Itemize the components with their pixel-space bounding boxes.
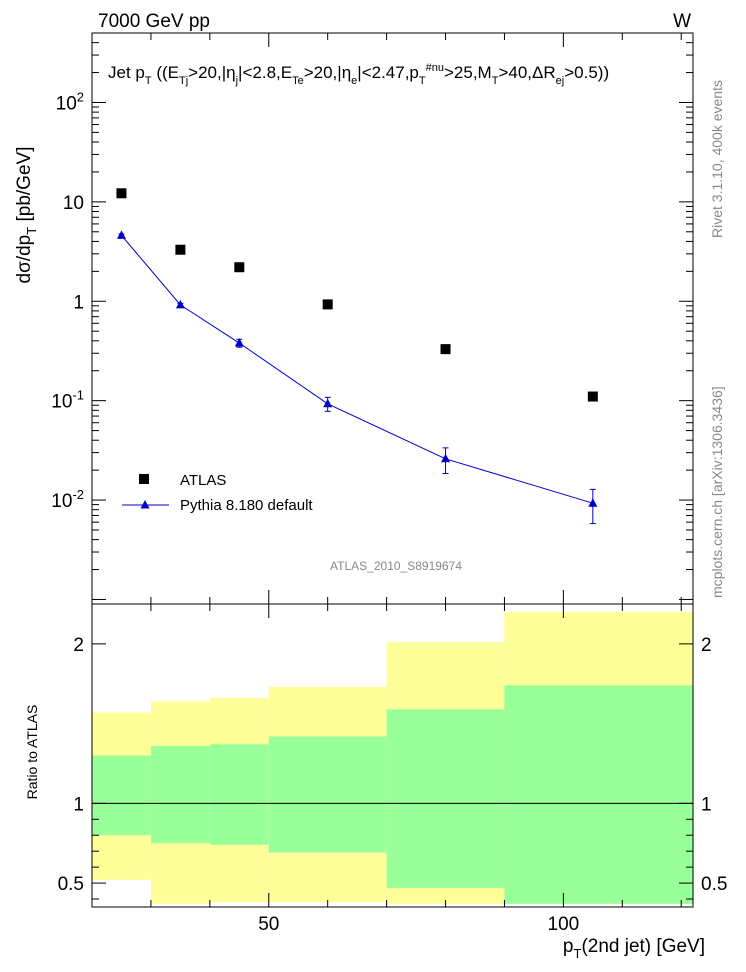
- ratio-inner-band: [150, 745, 210, 844]
- ratio-axis-ticks: 50 100 0.5 0.5 1 1 2 2: [58, 604, 727, 935]
- main-data: [116, 188, 598, 525]
- y-tick-label: 102: [56, 89, 84, 114]
- ratio-inner-band: [92, 755, 151, 836]
- ratio-y-tick-label: 1: [73, 794, 84, 815]
- atlas-point: [322, 299, 333, 310]
- watermark: ATLAS_2010_S8919674: [330, 559, 462, 573]
- legend-pythia-label: Pythia 8.180 default: [180, 497, 313, 514]
- ratio-y-tick-label-right: 0.5: [701, 874, 727, 895]
- ratio-inner-band: [386, 709, 505, 888]
- legend-atlas-marker: [139, 474, 149, 484]
- legend-pythia-marker: [140, 500, 150, 509]
- legend-atlas-label: ATLAS: [180, 472, 226, 489]
- ratio-y-tick-label: 2: [73, 635, 84, 656]
- y-tick-label: 1: [73, 292, 84, 313]
- y-axis-label: dσ/dpT [pb/GeV]: [14, 147, 39, 284]
- pythia-point: [323, 398, 333, 408]
- pythia-point: [116, 230, 126, 239]
- atlas-point: [234, 262, 245, 273]
- atlas-point: [175, 244, 186, 255]
- y-tick-label: 10-1: [51, 388, 84, 413]
- ratio-y-axis-label: Ratio to ATLAS: [24, 705, 40, 800]
- main-axis-ticks: 10-2 10-1 1 10 102: [51, 32, 693, 604]
- atlas-point: [440, 344, 451, 355]
- mcplots-label: mcplots.cern.ch [arXiv:1306.3436]: [709, 386, 725, 598]
- rivet-label: Rivet 3.1.10, 400k events: [709, 80, 725, 238]
- pythia-point: [234, 338, 244, 347]
- ratio-inner-band: [504, 685, 693, 904]
- atlas-point: [587, 391, 598, 402]
- ratio-y-tick-label-right: 2: [701, 635, 712, 656]
- header-right: W: [673, 11, 691, 32]
- main-frame: [91, 32, 694, 605]
- ratio-inner-band: [268, 736, 387, 853]
- ratio-y-tick-label: 0.5: [58, 874, 84, 895]
- header-left: 7000 GeV pp: [98, 11, 210, 32]
- ratio-y-tick-label-right: 1: [701, 794, 712, 815]
- ratio-inner-band: [209, 744, 269, 845]
- y-tick-label: 10-2: [51, 487, 84, 512]
- atlas-point: [116, 188, 127, 199]
- legend: ATLAS Pythia 8.180 default: [122, 472, 313, 514]
- chart-title: Jet pT ((ETj>20,|ηj|<2.8,ETe>20,|ηe|<2.4…: [108, 62, 609, 87]
- ratio-panel: 50 100 0.5 0.5 1 1 2 2 Ratio to ATLAS pT(2nd je…: [24, 603, 727, 961]
- y-tick-label: 10: [63, 193, 84, 214]
- main-panel: Jet pT ((ETj>20,|ηj|<2.8,ETe>20,|ηe|<2.4…: [14, 32, 694, 605]
- x-tick-label: 50: [258, 914, 279, 935]
- pythia-point: [588, 498, 598, 507]
- pythia-line: [121, 235, 593, 504]
- x-tick-label: 100: [548, 914, 580, 935]
- x-axis-label: pT(2nd jet) [GeV]: [563, 936, 705, 961]
- pythia-point: [441, 453, 451, 463]
- ratio-bands: [92, 611, 693, 904]
- ratio-frame: [91, 603, 694, 908]
- pythia-point: [175, 299, 185, 309]
